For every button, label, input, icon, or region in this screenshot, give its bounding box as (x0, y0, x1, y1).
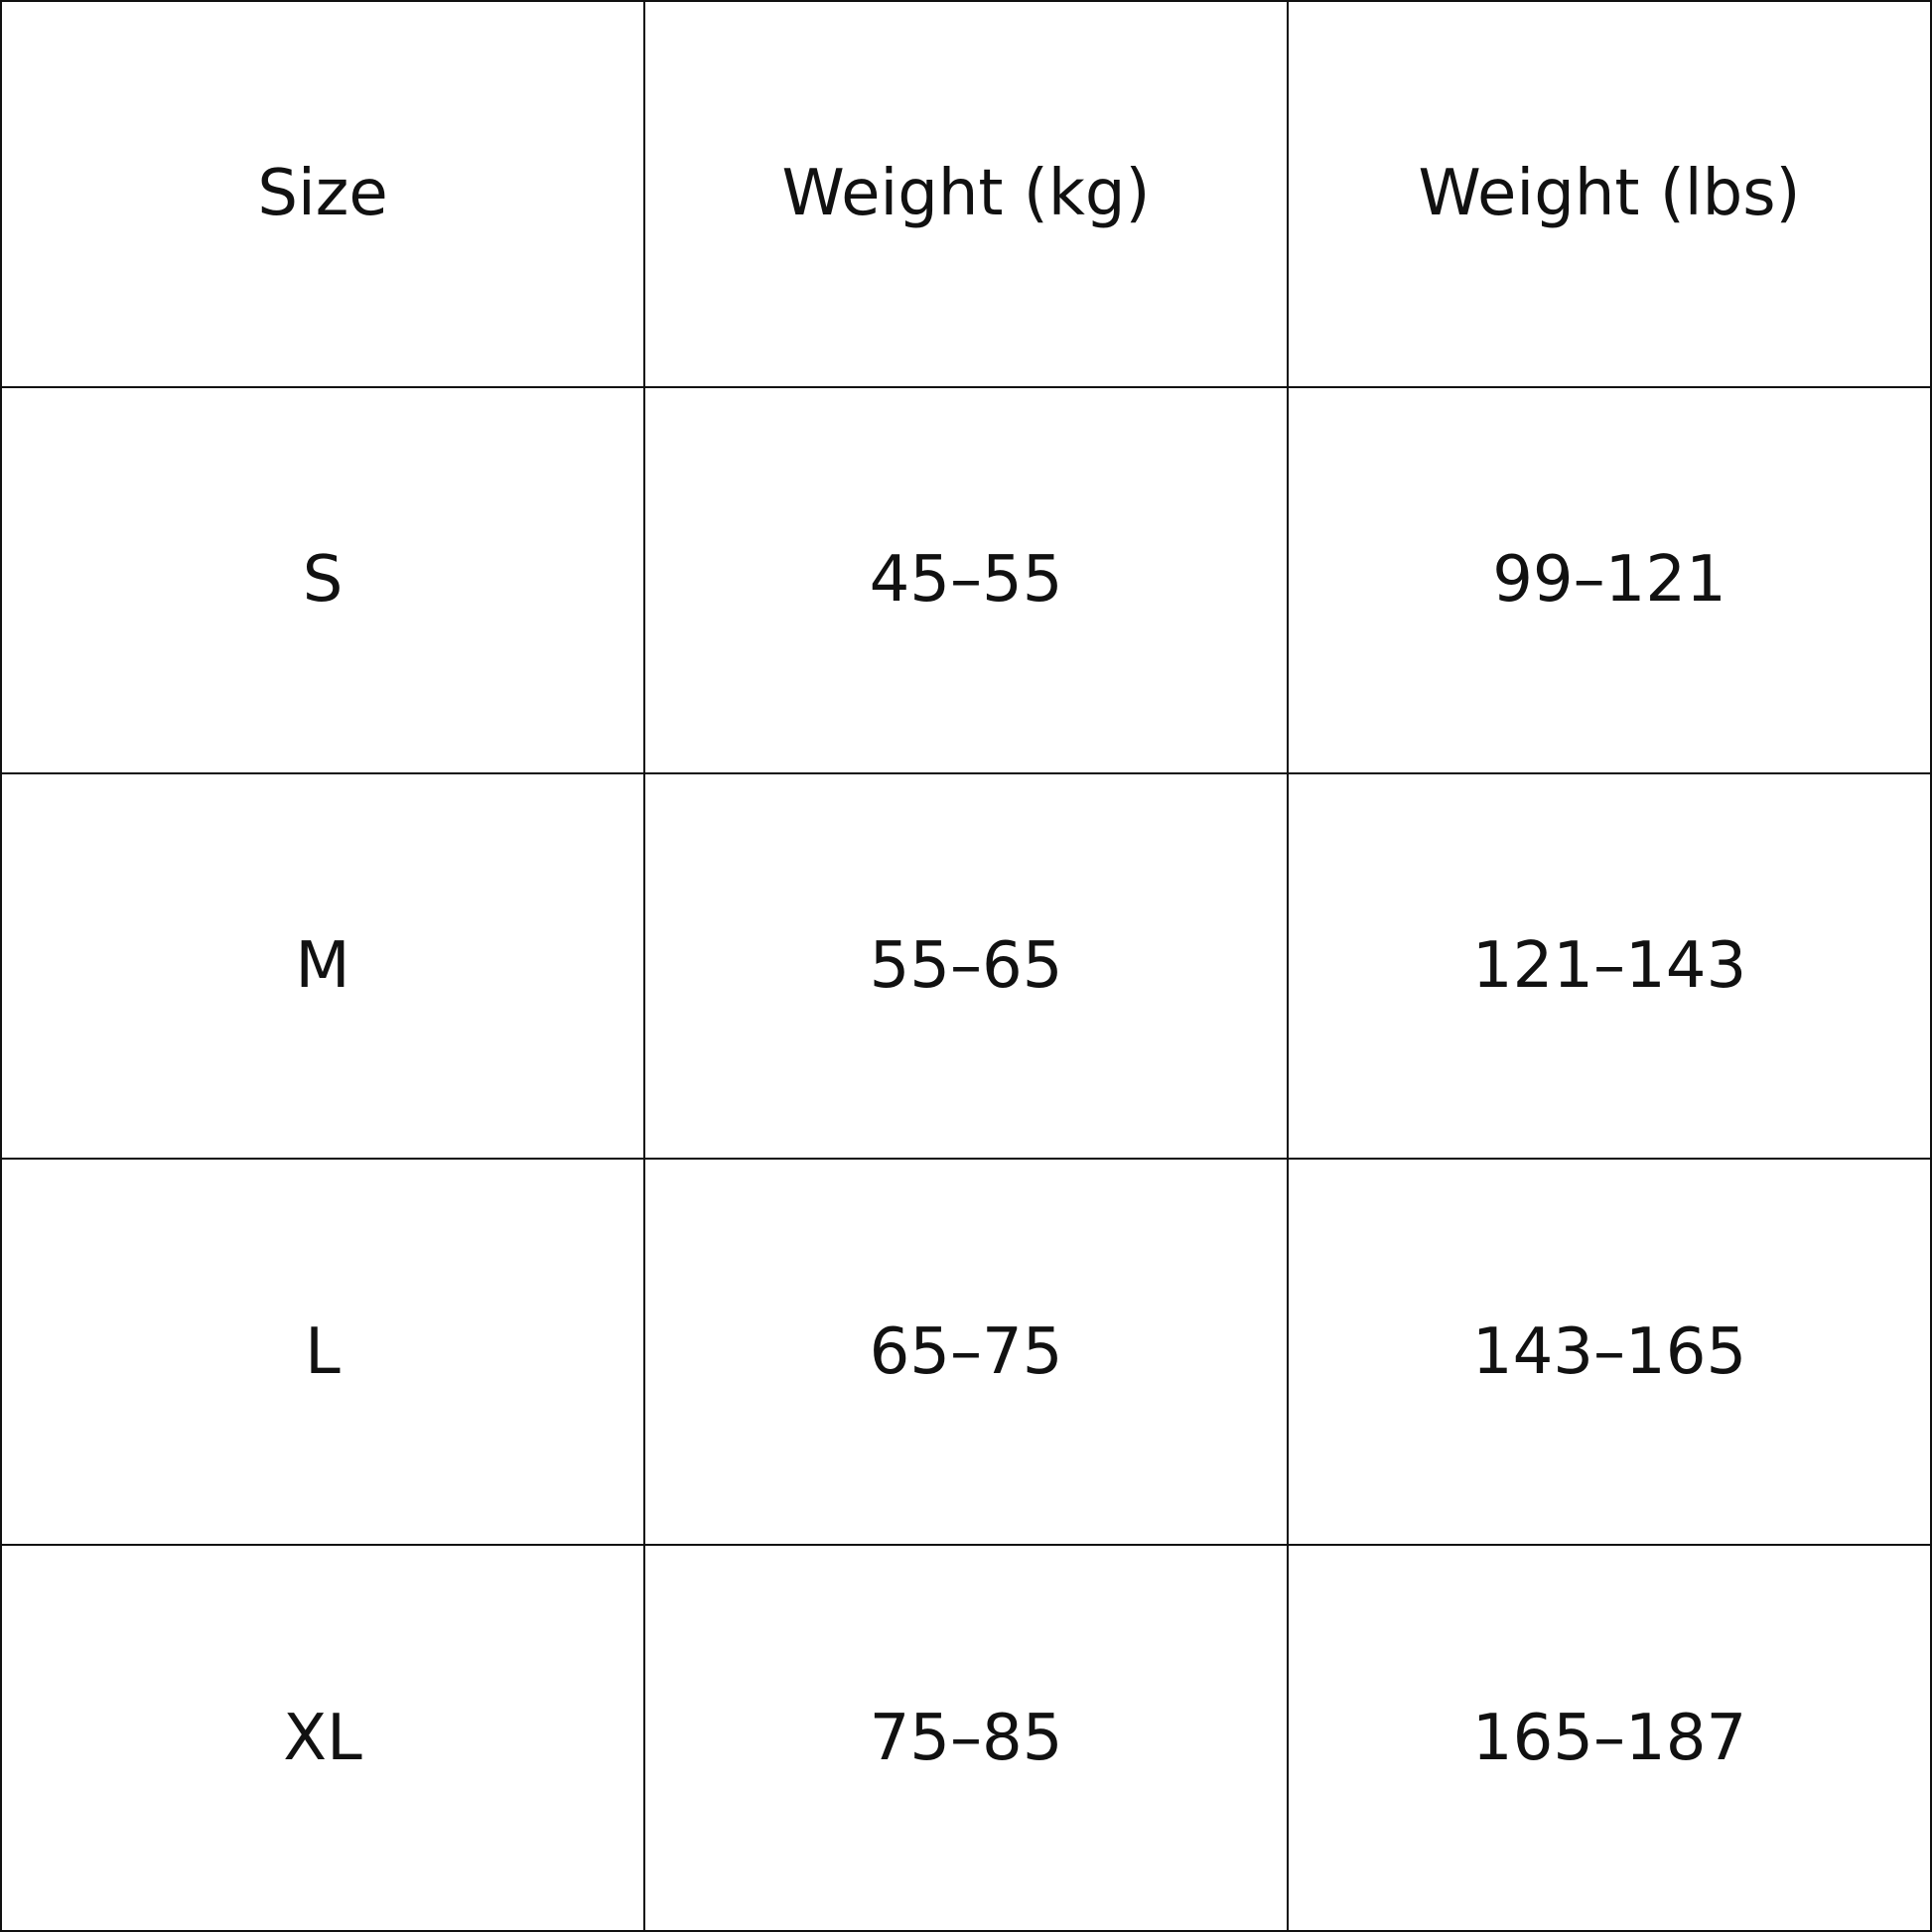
table-cell: S (2, 387, 645, 774)
table-cell: 55–65 (645, 773, 1289, 1161)
header-cell: Weight (lbs) (1289, 2, 1932, 388)
table-cell: 143–165 (1289, 1160, 1932, 1547)
table-cell: M (2, 773, 645, 1161)
table-cell: XL (2, 1546, 645, 1932)
table-cell: 45–55 (645, 387, 1289, 774)
table-cell: 99–121 (1289, 387, 1932, 774)
table-cell: L (2, 1160, 645, 1547)
table-cell: 121–143 (1289, 773, 1932, 1161)
header-cell: Size (2, 2, 645, 388)
table-cell: 75–85 (645, 1546, 1289, 1932)
table-cell: 65–75 (645, 1160, 1289, 1547)
header-cell: Weight (kg) (645, 2, 1289, 388)
table-cell: 165–187 (1289, 1546, 1932, 1932)
